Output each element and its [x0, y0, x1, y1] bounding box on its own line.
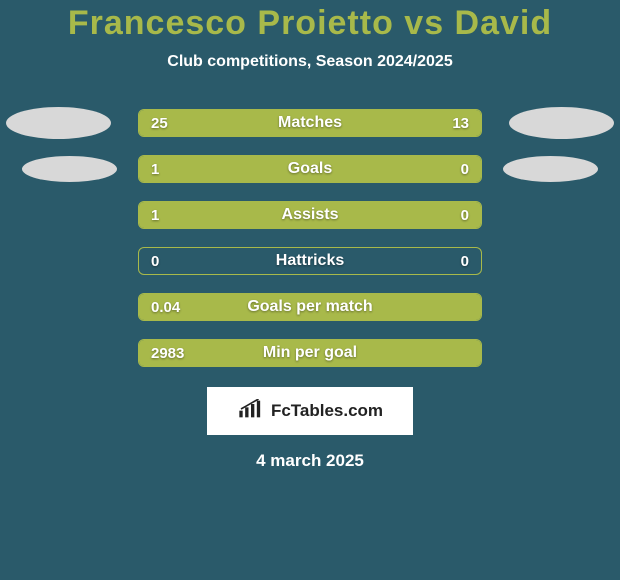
stat-value-right: 13 [452, 115, 469, 132]
subtitle: Club competitions, Season 2024/2025 [0, 53, 620, 71]
page-title: Francesco Proietto vs David [0, 4, 620, 43]
stat-label: Hattricks [276, 252, 344, 270]
stat-row: 25 Matches 13 [0, 109, 620, 137]
stat-bar: 0.04 Goals per match [138, 293, 482, 321]
stat-row: 1 Goals 0 [0, 155, 620, 183]
stat-value-left: 1 [151, 207, 159, 224]
stat-label: Goals [288, 160, 332, 178]
stat-bar: 25 Matches 13 [138, 109, 482, 137]
chart-icon [237, 399, 265, 424]
player-left-oval [6, 107, 111, 139]
player-left-oval [22, 156, 117, 182]
stat-value-left: 1 [151, 161, 159, 178]
stat-bar: 1 Goals 0 [138, 155, 482, 183]
logo-text: FcTables.com [271, 401, 383, 421]
stat-row: 0 Hattricks 0 [0, 247, 620, 275]
stat-value-right: 0 [461, 161, 469, 178]
stat-bar: 2983 Min per goal [138, 339, 482, 367]
stat-value-left: 2983 [151, 345, 184, 362]
stat-value-right: 0 [461, 207, 469, 224]
stat-bar: 0 Hattricks 0 [138, 247, 482, 275]
stats-container: 25 Matches 13 1 Goals 0 1 Assists 0 0 Hattricks 0 0.… [0, 109, 620, 367]
stat-label: Min per goal [263, 344, 357, 362]
player-right-oval [509, 107, 614, 139]
stat-bar: 1 Assists 0 [138, 201, 482, 229]
date: 4 march 2025 [0, 451, 620, 471]
stat-value-left: 25 [151, 115, 168, 132]
stat-label: Goals per match [247, 298, 372, 316]
fctables-logo: FcTables.com [207, 387, 413, 435]
stat-label: Matches [278, 114, 342, 132]
stat-row: 1 Assists 0 [0, 201, 620, 229]
stat-value-left: 0.04 [151, 299, 180, 316]
stat-value-left: 0 [151, 253, 159, 270]
player-right-oval [503, 156, 598, 182]
stat-row: 0.04 Goals per match [0, 293, 620, 321]
stat-label: Assists [282, 206, 339, 224]
stat-value-right: 0 [461, 253, 469, 270]
stat-row: 2983 Min per goal [0, 339, 620, 367]
